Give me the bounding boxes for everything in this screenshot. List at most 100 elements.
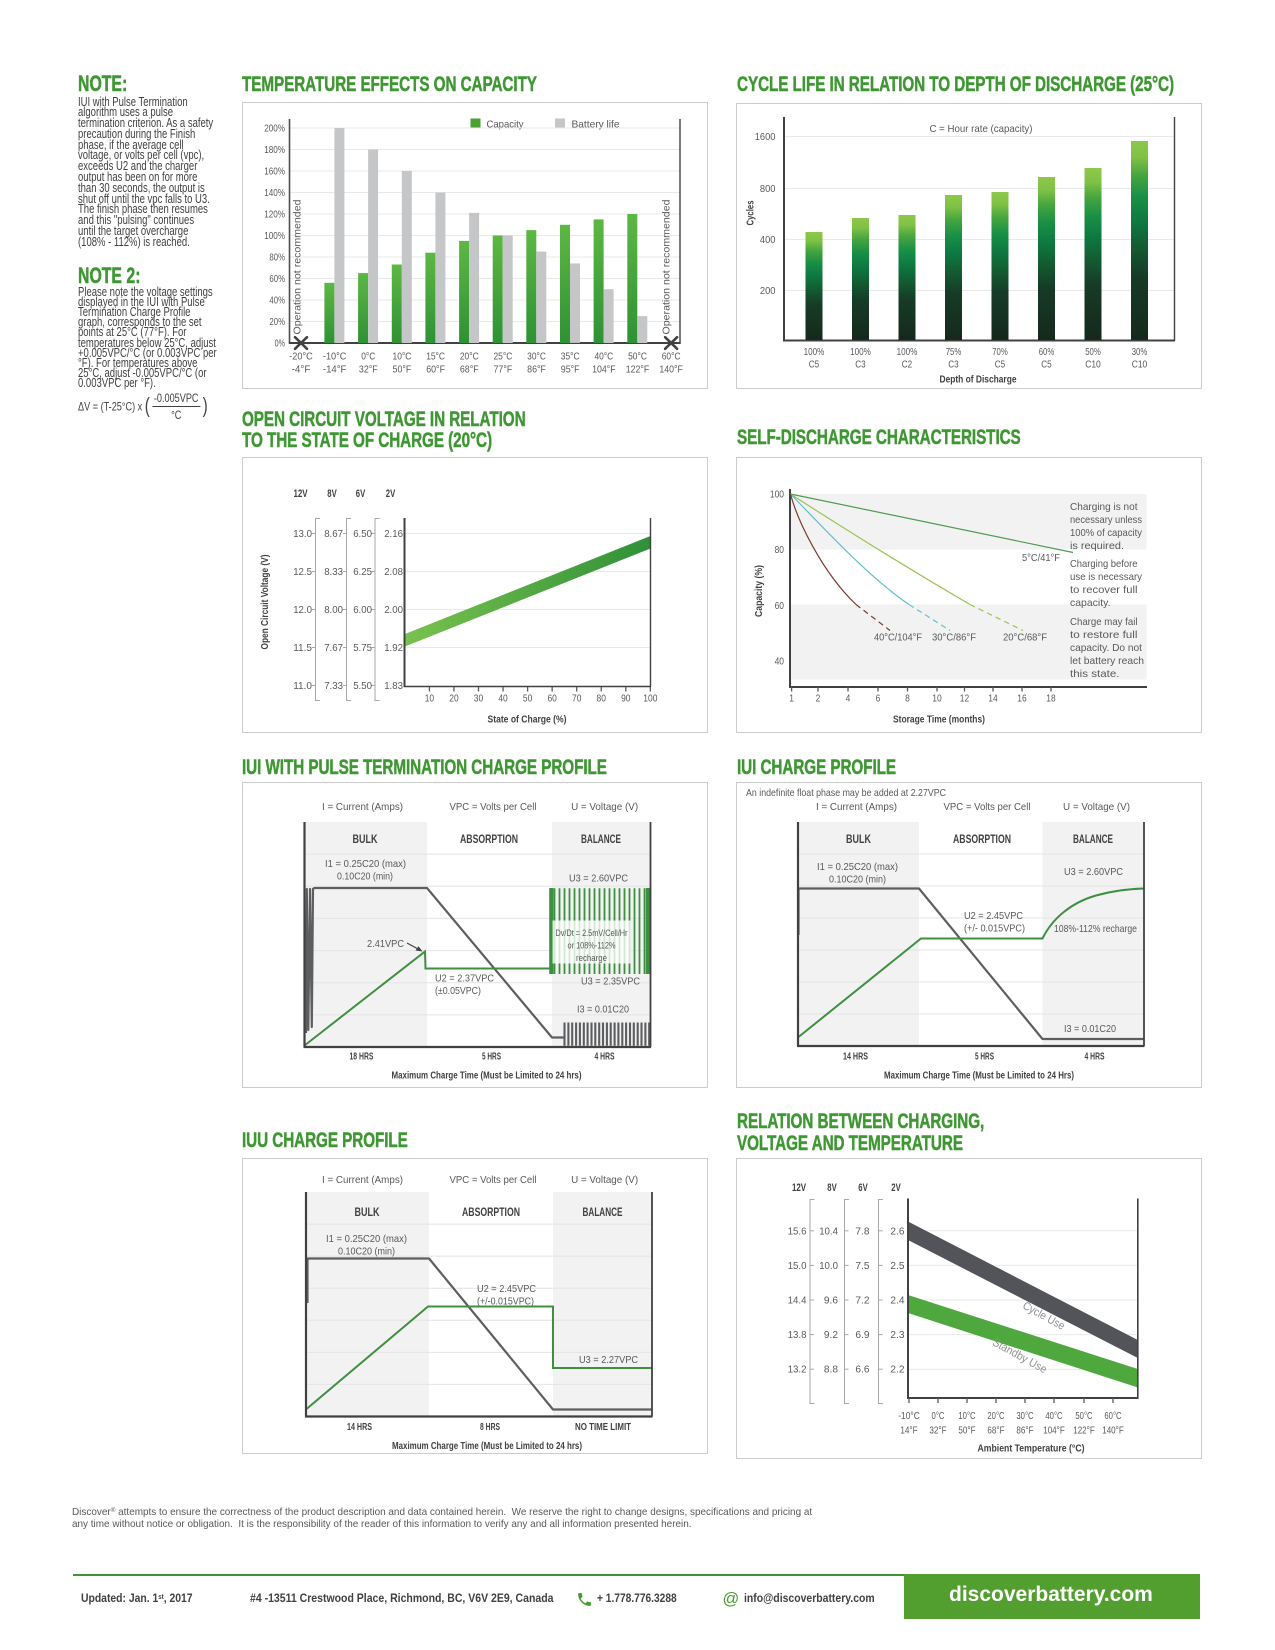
svg-text:U3 = 2.27VPC: U3 = 2.27VPC bbox=[579, 1354, 638, 1366]
svg-text:I3 = 0.01C20: I3 = 0.01C20 bbox=[577, 1004, 629, 1016]
svg-text:160%: 160% bbox=[264, 166, 285, 178]
svg-text:I1 = 0.25C20 (max): I1 = 0.25C20 (max) bbox=[817, 861, 898, 873]
svg-text:100%: 100% bbox=[264, 230, 285, 242]
svg-text:15.6: 15.6 bbox=[788, 1225, 807, 1237]
svg-text:2.5: 2.5 bbox=[890, 1260, 904, 1272]
svg-text:12.5: 12.5 bbox=[293, 566, 312, 578]
svg-text:8.00: 8.00 bbox=[324, 604, 343, 616]
svg-text:5.50: 5.50 bbox=[353, 680, 372, 692]
svg-text:50°C: 50°C bbox=[1075, 1410, 1093, 1422]
svg-text:40°C: 40°C bbox=[1045, 1410, 1063, 1422]
svg-text:U = Voltage (V): U = Voltage (V) bbox=[571, 1174, 638, 1186]
svg-text:7.5: 7.5 bbox=[855, 1260, 869, 1272]
svg-text:capacity. Do not: capacity. Do not bbox=[1070, 642, 1142, 654]
svg-text:ABSORPTION: ABSORPTION bbox=[460, 834, 518, 846]
svg-text:BALANCE: BALANCE bbox=[1073, 834, 1113, 846]
svg-text:Maximum Charge Time (Must be L: Maximum Charge Time (Must be Limited to … bbox=[884, 1070, 1074, 1082]
svg-text:30°C: 30°C bbox=[527, 351, 546, 363]
svg-text:800: 800 bbox=[760, 183, 776, 195]
svg-text:Capacity: Capacity bbox=[487, 119, 525, 131]
svg-text:104°F: 104°F bbox=[1043, 1425, 1065, 1437]
svg-text:Maximum Charge Time (Must be L: Maximum Charge Time (Must be Limited to … bbox=[392, 1440, 582, 1452]
svg-text:(+/-0.015VPC): (+/-0.015VPC) bbox=[477, 1296, 534, 1308]
svg-text:8V: 8V bbox=[327, 488, 337, 500]
svg-text:1.83: 1.83 bbox=[384, 680, 403, 692]
svg-text:50°F: 50°F bbox=[393, 364, 412, 376]
svg-text:6.25: 6.25 bbox=[353, 566, 372, 578]
svg-text:Battery life: Battery life bbox=[572, 119, 620, 131]
svg-text:30%: 30% bbox=[1132, 346, 1148, 358]
svg-text:5°C/41°F: 5°C/41°F bbox=[1022, 552, 1060, 564]
svg-text:this state.: this state. bbox=[1070, 668, 1120, 680]
svg-text:6.50: 6.50 bbox=[353, 528, 372, 540]
svg-text:10: 10 bbox=[425, 693, 435, 705]
svg-text:20°C: 20°C bbox=[987, 1410, 1005, 1422]
svg-text:4: 4 bbox=[846, 693, 851, 705]
svg-text:15°C: 15°C bbox=[426, 351, 445, 363]
svg-text:Cycles: Cycles bbox=[745, 200, 757, 225]
svg-text:140°F: 140°F bbox=[1102, 1425, 1124, 1437]
svg-text:Capacity (%): Capacity (%) bbox=[753, 565, 765, 617]
svg-text:11.0: 11.0 bbox=[293, 680, 312, 692]
svg-text:75%: 75% bbox=[946, 346, 962, 358]
svg-text:BULK: BULK bbox=[846, 834, 872, 846]
svg-text:capacity.: capacity. bbox=[1070, 597, 1111, 609]
svg-text:use is necessary: use is necessary bbox=[1070, 571, 1143, 583]
svg-text:14 HRS: 14 HRS bbox=[347, 1421, 372, 1433]
svg-text:U3 = 2.60VPC: U3 = 2.60VPC bbox=[569, 873, 628, 885]
svg-text:7.67: 7.67 bbox=[324, 642, 343, 654]
svg-text:68°F: 68°F bbox=[460, 364, 479, 376]
svg-text:C10: C10 bbox=[1132, 359, 1148, 371]
svg-text:Dv/Dt = 2.5mV/Cell/Hr: Dv/Dt = 2.5mV/Cell/Hr bbox=[556, 928, 628, 939]
svg-text:80%: 80% bbox=[269, 252, 285, 264]
svg-text:100%: 100% bbox=[850, 346, 871, 358]
svg-text:50°F: 50°F bbox=[958, 1425, 975, 1437]
svg-text:8.8: 8.8 bbox=[824, 1364, 838, 1376]
svg-text:ABSORPTION: ABSORPTION bbox=[953, 834, 1011, 846]
svg-text:122°F: 122°F bbox=[626, 364, 650, 376]
svg-text:140%: 140% bbox=[264, 187, 285, 199]
svg-text:14 HRS: 14 HRS bbox=[843, 1051, 868, 1063]
svg-text:13.8: 13.8 bbox=[788, 1329, 807, 1341]
svg-text:BULK: BULK bbox=[355, 1207, 381, 1219]
svg-text:35°C: 35°C bbox=[561, 351, 580, 363]
svg-text:60°F: 60°F bbox=[426, 364, 445, 376]
svg-text:VPC = Volts per Cell: VPC = Volts per Cell bbox=[450, 1174, 537, 1186]
svg-text:86°F: 86°F bbox=[527, 364, 546, 376]
svg-text:or 108%-112%: or 108%-112% bbox=[568, 941, 616, 952]
svg-text:100: 100 bbox=[770, 489, 784, 501]
svg-text:77°F: 77°F bbox=[494, 364, 513, 376]
svg-text:8V: 8V bbox=[827, 1182, 837, 1194]
svg-text:9.2: 9.2 bbox=[824, 1329, 838, 1341]
svg-text:C3: C3 bbox=[948, 359, 959, 371]
svg-text:40: 40 bbox=[775, 656, 785, 668]
svg-text:20: 20 bbox=[449, 693, 459, 705]
svg-text:6.6: 6.6 bbox=[855, 1364, 869, 1376]
svg-text:-10°C: -10°C bbox=[323, 351, 347, 363]
svg-text:Ambient Temperature (°C): Ambient Temperature (°C) bbox=[978, 1443, 1085, 1455]
svg-text:4 HRS: 4 HRS bbox=[1085, 1051, 1105, 1063]
svg-text:0.10C20 (min): 0.10C20 (min) bbox=[338, 1246, 395, 1258]
svg-text:86°F: 86°F bbox=[1016, 1425, 1033, 1437]
svg-text:140°F: 140°F bbox=[659, 364, 683, 376]
svg-text:I3 = 0.01C20: I3 = 0.01C20 bbox=[1064, 1023, 1116, 1035]
svg-text:2.6: 2.6 bbox=[890, 1225, 904, 1237]
svg-text:Operation not recommended: Operation not recommended bbox=[661, 199, 673, 334]
svg-text:2.41VPC: 2.41VPC bbox=[367, 938, 404, 950]
svg-text:-4°F: -4°F bbox=[292, 364, 311, 376]
svg-text:U3 = 2.60VPC: U3 = 2.60VPC bbox=[1064, 866, 1123, 878]
svg-text:recharge: recharge bbox=[576, 953, 607, 964]
svg-text:7.33: 7.33 bbox=[324, 680, 343, 692]
svg-text:2: 2 bbox=[816, 693, 821, 705]
svg-text:C3: C3 bbox=[855, 359, 866, 371]
svg-text:108%-112% recharge: 108%-112% recharge bbox=[1054, 923, 1137, 935]
svg-text:15.0: 15.0 bbox=[788, 1260, 807, 1272]
svg-text:6V: 6V bbox=[858, 1182, 868, 1194]
svg-text:60: 60 bbox=[775, 600, 785, 612]
svg-text:50°C: 50°C bbox=[628, 351, 647, 363]
svg-text:200: 200 bbox=[760, 285, 776, 297]
svg-text:-14°F: -14°F bbox=[323, 364, 347, 376]
svg-text:NO TIME LIMIT: NO TIME LIMIT bbox=[575, 1421, 631, 1433]
svg-text:60%: 60% bbox=[1039, 346, 1055, 358]
svg-text:8.67: 8.67 bbox=[324, 528, 343, 540]
